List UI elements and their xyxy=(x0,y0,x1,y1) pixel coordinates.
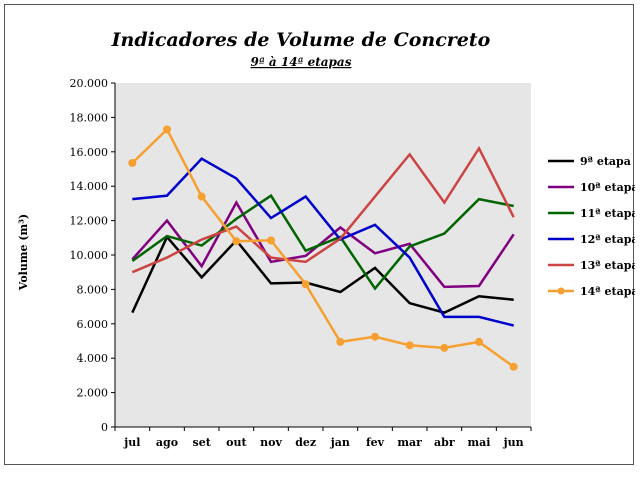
series-layer xyxy=(128,125,518,371)
y-tick-label: 2.000 xyxy=(77,387,109,400)
y-tick-label: 10.000 xyxy=(70,249,109,262)
y-tick-label: 0 xyxy=(101,421,108,434)
series-6 xyxy=(128,125,518,371)
series-5 xyxy=(131,145,515,274)
chart-frame: Indicadores de Volume de Concreto 9ª à 1… xyxy=(4,4,635,465)
legend-label: 10ª etapa xyxy=(580,181,635,194)
x-tick-label: jul xyxy=(123,436,140,449)
data-point xyxy=(371,332,379,341)
line-chart: Indicadores de Volume de Concreto 9ª à 1… xyxy=(17,29,635,449)
data-point xyxy=(509,362,518,371)
y-tick-label: 8.000 xyxy=(77,283,109,296)
x-tick-label: jun xyxy=(503,436,524,449)
data-point xyxy=(336,337,345,346)
x-tick-label: mai xyxy=(468,436,491,449)
legend-item: 10ª etapa xyxy=(548,181,635,194)
legend-item: 14ª etapa xyxy=(548,285,635,298)
chart-title: Indicadores de Volume de Concreto xyxy=(111,29,491,51)
legend-label: 14ª etapa xyxy=(580,285,635,298)
data-point xyxy=(475,337,483,346)
series-line xyxy=(131,145,515,274)
y-axis-label: Volume (m³) xyxy=(17,214,30,291)
legend-label: 11ª etapa xyxy=(580,207,635,220)
series-4 xyxy=(132,157,514,327)
series-3 xyxy=(131,193,514,291)
data-point xyxy=(163,125,171,134)
legend: 9ª etapa 10ª etapa 11ª etapa 12ª etapa 13ª e… xyxy=(548,155,635,298)
series-2 xyxy=(131,199,515,289)
x-axis: jul ago set out nov dez jan fev mar abr mai jun xyxy=(114,426,532,449)
y-tick-label: 18.000 xyxy=(70,111,109,124)
x-tick-label: jan xyxy=(330,436,350,449)
series-1 xyxy=(131,234,514,314)
data-point xyxy=(128,158,137,167)
chart-subtitle: 9ª à 14ª etapas xyxy=(251,55,352,69)
series-line xyxy=(131,234,514,314)
y-tick-label: 16.000 xyxy=(70,146,109,159)
x-tick-label: nov xyxy=(260,436,282,449)
x-tick-label: fev xyxy=(366,436,385,449)
x-tick-label: ago xyxy=(156,436,178,449)
y-axis: 0 2.000 4.000 6.000 8.000 10.000 12.000 14.000 1… xyxy=(70,77,116,434)
data-point xyxy=(267,236,275,245)
data-point xyxy=(301,280,310,289)
x-tick-label: abr xyxy=(434,436,455,449)
series-line xyxy=(132,157,514,327)
y-tick-label: 6.000 xyxy=(77,318,109,331)
x-tick-label: mar xyxy=(397,436,422,449)
y-tick-label: 12.000 xyxy=(70,215,109,228)
plot-area xyxy=(115,83,531,427)
legend-label: 12ª etapa xyxy=(580,233,635,246)
series-line xyxy=(131,193,514,291)
y-tick-label: 20.000 xyxy=(70,77,109,90)
series-line xyxy=(131,127,515,368)
legend-marker xyxy=(557,287,565,295)
x-tick-label: set xyxy=(193,436,212,449)
legend-label: 9ª etapa xyxy=(580,155,631,168)
legend-item: 12ª etapa xyxy=(548,233,635,246)
series-line xyxy=(131,199,515,289)
legend-item: 9ª etapa xyxy=(548,155,631,168)
legend-item: 13ª etapa xyxy=(548,259,635,272)
legend-item: 11ª etapa xyxy=(548,207,635,220)
data-point xyxy=(405,341,414,350)
data-point xyxy=(232,237,241,246)
y-tick-label: 4.000 xyxy=(77,352,109,365)
data-point xyxy=(197,192,206,201)
x-tick-label: out xyxy=(226,436,247,449)
legend-label: 13ª etapa xyxy=(580,259,635,272)
data-point xyxy=(440,343,449,352)
x-tick-label: dez xyxy=(295,436,316,449)
y-tick-label: 14.000 xyxy=(70,180,109,193)
